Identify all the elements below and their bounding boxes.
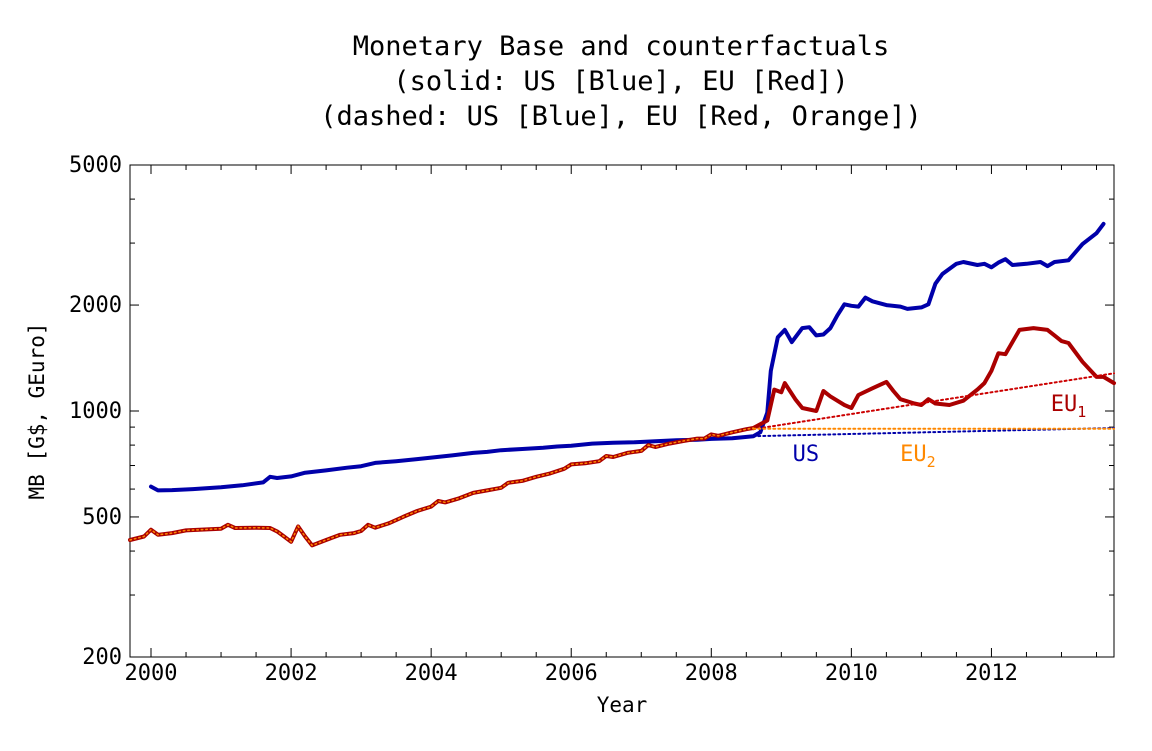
x-tick-label: 2006	[545, 661, 598, 686]
annotation-label: US	[793, 442, 820, 467]
y-tick-label: 500	[82, 505, 122, 530]
chart-title: Monetary Base and counterfactuals (solid:…	[320, 31, 921, 132]
y-axis-ticks: 200 500 1000 2000 5000	[69, 153, 1114, 670]
series-line-eu--dashed	[752, 372, 1115, 431]
x-tick-label: 2004	[405, 661, 458, 686]
series-line-eu2-overlay	[129, 427, 755, 547]
series-line-us-solid	[149, 221, 1106, 493]
x-axis-ticks: 2000 2002 2004 2006 2008 2010 2012	[125, 165, 1097, 686]
x-tick-label: 2008	[685, 661, 738, 686]
series-line-eu-solid	[128, 326, 1116, 548]
x-tick-label: 2002	[265, 661, 318, 686]
series-lines	[128, 221, 1116, 548]
y-tick-label: 200	[82, 645, 122, 670]
x-tick-label: 2000	[125, 661, 178, 686]
y-tick-label: 5000	[69, 153, 122, 178]
x-axis-label: Year	[597, 693, 648, 717]
y-tick-label: 2000	[69, 293, 122, 318]
y-tick-label: 1000	[69, 399, 122, 424]
x-tick-label: 2012	[965, 661, 1018, 686]
x-tick-label: 2010	[825, 661, 878, 686]
title-line: Monetary Base and counterfactuals	[353, 31, 889, 62]
title-line: (solid: US [Blue], EU [Red])	[393, 66, 848, 97]
annotation-label: EU1	[1051, 392, 1087, 421]
plot-frame	[129, 164, 1115, 658]
y-axis-label: MB [G$, GEuro]	[25, 322, 49, 499]
series-annotations: US EU2 EU1	[793, 392, 1087, 471]
title-line: (dashed: US [Blue], EU [Red, Orange])	[320, 101, 921, 132]
annotation-label: EU2	[900, 442, 936, 471]
